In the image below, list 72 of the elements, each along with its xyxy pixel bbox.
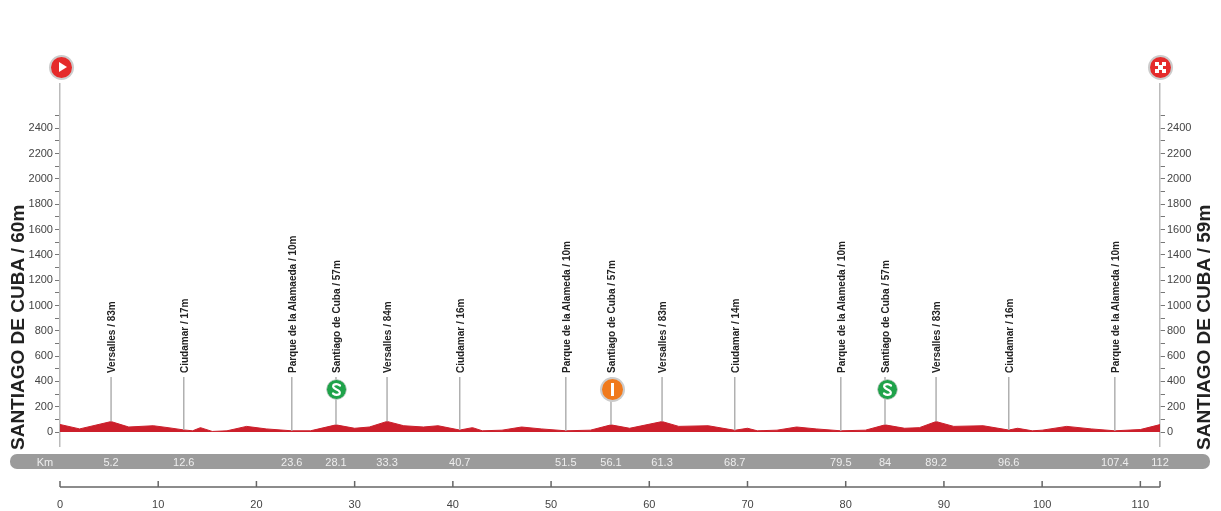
y2-tick-label: 400 — [1167, 374, 1186, 387]
x-tick-label: 0 — [56, 497, 64, 510]
y2-tick-label: 1200 — [1167, 273, 1192, 286]
y-tick-label: 1000 — [28, 298, 53, 311]
x-tick-label: 50 — [544, 497, 558, 510]
x2-tick-label: 68.7 — [724, 455, 746, 468]
x2-tick-label: 56.1 — [600, 455, 622, 468]
y2-tick-label: 1800 — [1167, 197, 1192, 210]
x2-tick-label: 23.6 — [281, 455, 303, 468]
y-tick-label: 1400 — [28, 247, 53, 260]
y-tick-label: 2000 — [28, 171, 53, 184]
y2-tick-label: 1400 — [1167, 247, 1192, 260]
annotation: Versalles / 83m — [106, 301, 118, 373]
annotation: Santiago de Cuba / 57m — [605, 260, 617, 373]
y-tick-label: 400 — [34, 374, 53, 387]
y2-tick-label: 200 — [1167, 399, 1186, 412]
x2-tick-label: 89.2 — [925, 455, 947, 468]
y2-tick-label: 800 — [1167, 323, 1186, 336]
annotation: Parque de la Alameda / 10m — [835, 240, 847, 373]
y-tick-label: 1600 — [28, 222, 53, 235]
x2-tick-label: 5.2 — [103, 455, 119, 468]
y2-tick-label: 1000 — [1167, 298, 1192, 311]
x2-tick-label: 96.6 — [998, 455, 1020, 468]
annotation: Santiago de Cuba / 57m — [880, 260, 891, 373]
x2-tick-label: 51.5 — [555, 455, 577, 468]
annotation: Parque de la Alameda / 10m — [1109, 240, 1121, 373]
x2-axis-title: Km — [36, 455, 54, 468]
x2-tick-label: 84 — [878, 455, 892, 468]
y-tick-label: 0 — [46, 425, 53, 438]
y2-tick-label: 1600 — [1167, 222, 1192, 235]
y2-tick-label: 2000 — [1167, 171, 1192, 184]
annotation: Versalles / 84m — [382, 301, 394, 373]
annotation: Ciudamar / 16m — [1003, 298, 1015, 373]
y2-axis-title: SANTIAGO DE CUBA / 59m — [1193, 204, 1215, 450]
y-tick-label: 2400 — [28, 121, 53, 134]
y-axis-title: SANTIAGO DE CUBA / 60m — [7, 204, 29, 450]
annotation: Santiago de Cuba / 57m — [330, 260, 342, 373]
y-tick-label: 200 — [34, 399, 53, 412]
x-tick-label: 30 — [348, 497, 361, 510]
y2-tick-label: 0 — [1167, 425, 1174, 438]
x-tick-label: 90 — [937, 497, 951, 510]
x2-tick-label: 79.5 — [830, 455, 852, 468]
x-tick-label: 10 — [152, 497, 165, 510]
x2-tick-label: 40.7 — [449, 455, 471, 468]
x2-tick-label: 112 — [1151, 455, 1169, 468]
x2-tick-label: 33.3 — [376, 455, 398, 468]
y2-tick-label: 2200 — [1167, 146, 1192, 159]
annotation: Versalles / 83m — [931, 301, 943, 373]
x2-tick-label: 107.4 — [1101, 455, 1129, 468]
y-tick-label: 600 — [34, 349, 53, 362]
x-tick-label: 100 — [1032, 497, 1052, 510]
y-tick-label: 2200 — [28, 146, 53, 159]
annotation: Ciudamar / 17m — [178, 298, 190, 373]
x-tick-label: 20 — [250, 497, 263, 510]
x-tick-label: 80 — [839, 497, 852, 510]
annotation: Ciudamar / 16m — [454, 298, 466, 373]
x-tick-label: 40 — [446, 497, 459, 510]
x-tick-label: 110 — [1131, 497, 1150, 510]
y-tick-label: 800 — [34, 323, 53, 336]
y2-tick-label: 600 — [1167, 349, 1186, 362]
y-tick-label: 1200 — [28, 273, 53, 286]
x-tick-label: 70 — [741, 497, 754, 510]
x-tick-label: 60 — [643, 497, 656, 510]
annotation: Versalles / 83m — [657, 301, 669, 373]
x2-tick-label: 61.3 — [651, 455, 673, 468]
x2-tick-label: 28.1 — [325, 455, 347, 468]
y-tick-label: 1800 — [28, 197, 53, 210]
annotation: Parque de la Alameda / 10m — [560, 240, 572, 373]
annotation: Parque de la Alamaeda / 10m — [286, 235, 298, 373]
annotation: Ciudamar / 14m — [729, 298, 741, 373]
y2-tick-label: 2400 — [1167, 121, 1192, 134]
x2-tick-label: 12.6 — [173, 455, 195, 468]
